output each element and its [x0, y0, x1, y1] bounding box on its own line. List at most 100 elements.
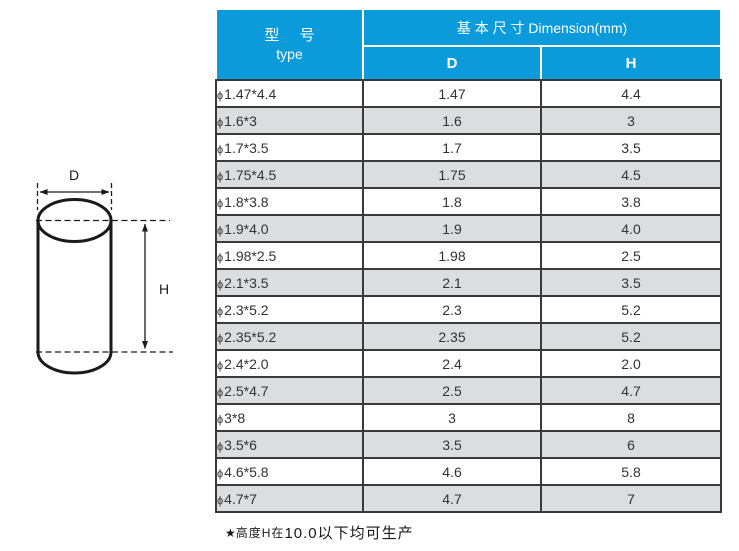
- type-value: 4.7*7: [224, 490, 257, 507]
- d-value: 1.98: [362, 241, 542, 270]
- type-value: 2.1*3.5: [224, 274, 269, 291]
- d-value: 4.7: [362, 484, 542, 513]
- table-row: ϕ2.5*4.7 2.5 4.7: [215, 376, 722, 405]
- type-cell: ϕ2.3*5.2: [215, 295, 364, 324]
- h-value: 4.7: [540, 376, 722, 405]
- type-cell: ϕ4.7*7: [215, 484, 364, 513]
- h-value: 2.5: [540, 241, 722, 270]
- type-cell: ϕ3.5*6: [215, 430, 364, 459]
- phi-symbol: ϕ: [217, 116, 224, 129]
- h-value: 4.0: [540, 214, 722, 243]
- header-dimension: 基 本 尺 寸 Dimension(mm): [362, 8, 722, 47]
- phi-symbol: ϕ: [217, 386, 224, 399]
- h-value: 6: [540, 430, 722, 459]
- diagram-h-label: H: [159, 281, 169, 297]
- type-value: 2.5*4.7: [224, 382, 269, 399]
- table-row: ϕ4.6*5.8 4.6 5.8: [215, 457, 722, 486]
- phi-symbol: ϕ: [217, 89, 224, 102]
- type-value: 1.6*3: [224, 112, 257, 129]
- type-value: 2.4*2.0: [224, 355, 269, 372]
- h-value: 5.2: [540, 295, 722, 324]
- phi-symbol: ϕ: [217, 251, 224, 264]
- header-col-h: H: [540, 45, 722, 81]
- table-row: ϕ2.35*5.2 2.35 5.2: [215, 322, 722, 351]
- type-cell: ϕ1.9*4.0: [215, 214, 364, 243]
- h-value: 3.8: [540, 187, 722, 216]
- h-value: 2.0: [540, 349, 722, 378]
- footnote-text-large: 10.0以下均可生产: [284, 525, 414, 542]
- table-row: ϕ1.8*3.8 1.8 3.8: [215, 187, 722, 216]
- table-row: ϕ1.6*3 1.6 3: [215, 106, 722, 135]
- type-cell: ϕ1.47*4.4: [215, 79, 364, 108]
- type-cell: ϕ3*8: [215, 403, 364, 432]
- h-value: 4.5: [540, 160, 722, 189]
- h-value: 4.4: [540, 79, 722, 108]
- d-value: 1.6: [362, 106, 542, 135]
- h-value: 8: [540, 403, 722, 432]
- phi-symbol: ϕ: [217, 170, 224, 183]
- header-col-d: D: [362, 45, 542, 81]
- type-value: 3*8: [224, 409, 246, 426]
- table-row: ϕ4.7*7 4.7 7: [215, 484, 722, 513]
- table-row: ϕ1.75*4.5 1.75 4.5: [215, 160, 722, 189]
- type-value: 1.47*4.4: [224, 85, 277, 102]
- type-cell: ϕ1.75*4.5: [215, 160, 364, 189]
- type-value: 1.9*4.0: [224, 220, 269, 237]
- table-body: ϕ1.47*4.4 1.47 4.4 ϕ1.6*3 1.6 3 ϕ1.7*3.5…: [215, 79, 722, 513]
- type-value: 1.98*2.5: [224, 247, 277, 264]
- h-value: 3.5: [540, 268, 722, 297]
- header-type: 型 号 type: [215, 8, 364, 81]
- cylinder-diagram: D H: [36, 167, 173, 375]
- star-icon: ★: [225, 526, 236, 540]
- d-value: 1.8: [362, 187, 542, 216]
- footnote: ★高度H在10.0以下均可生产: [225, 522, 414, 543]
- d-value: 1.9: [362, 214, 542, 243]
- phi-symbol: ϕ: [217, 278, 224, 291]
- table-header: 型 号 type 基 本 尺 寸 Dimension(mm) D H: [215, 8, 722, 81]
- table-row: ϕ2.1*3.5 2.1 3.5: [215, 268, 722, 297]
- d-value: 1.7: [362, 133, 542, 162]
- type-cell: ϕ1.6*3: [215, 106, 364, 135]
- h-value: 5.2: [540, 322, 722, 351]
- table-row: ϕ1.7*3.5 1.7 3.5: [215, 133, 722, 162]
- header-type-cn: 型 号: [264, 27, 323, 44]
- phi-symbol: ϕ: [217, 413, 224, 426]
- d-value: 3: [362, 403, 542, 432]
- phi-symbol: ϕ: [217, 440, 224, 453]
- type-value: 2.35*5.2: [224, 328, 277, 345]
- h-value: 7: [540, 484, 722, 513]
- type-value: 1.8*3.8: [224, 193, 269, 210]
- type-value: 4.6*5.8: [224, 463, 269, 480]
- d-value: 4.6: [362, 457, 542, 486]
- d-value: 2.4: [362, 349, 542, 378]
- table-row: ϕ2.4*2.0 2.4 2.0: [215, 349, 722, 378]
- phi-symbol: ϕ: [217, 197, 224, 210]
- cylinder-bottom-arc: [36, 351, 113, 375]
- h-value: 5.8: [540, 457, 722, 486]
- diagram-d-label: D: [69, 167, 79, 183]
- type-cell: ϕ1.8*3.8: [215, 187, 364, 216]
- h-value: 3.5: [540, 133, 722, 162]
- type-cell: ϕ2.4*2.0: [215, 349, 364, 378]
- footnote-text-small: 高度H在: [235, 526, 285, 540]
- spec-table: 型 号 type 基 本 尺 寸 Dimension(mm) D H ϕ1.47…: [215, 8, 722, 513]
- d-value: 2.5: [362, 376, 542, 405]
- d-value: 2.35: [362, 322, 542, 351]
- d-value: 1.47: [362, 79, 542, 108]
- d-value: 2.1: [362, 268, 542, 297]
- type-value: 2.3*5.2: [224, 301, 269, 318]
- table-row: ϕ1.98*2.5 1.98 2.5: [215, 241, 722, 270]
- table-row: ϕ1.47*4.4 1.47 4.4: [215, 79, 722, 108]
- type-cell: ϕ4.6*5.8: [215, 457, 364, 486]
- type-value: 1.7*3.5: [224, 139, 269, 156]
- header-type-en: type: [276, 46, 303, 62]
- type-cell: ϕ2.1*3.5: [215, 268, 364, 297]
- phi-symbol: ϕ: [217, 143, 224, 156]
- type-cell: ϕ1.98*2.5: [215, 241, 364, 270]
- type-cell: ϕ2.35*5.2: [215, 322, 364, 351]
- phi-symbol: ϕ: [217, 467, 224, 480]
- d-value: 1.75: [362, 160, 542, 189]
- type-value: 1.75*4.5: [224, 166, 277, 183]
- table-row: ϕ1.9*4.0 1.9 4.0: [215, 214, 722, 243]
